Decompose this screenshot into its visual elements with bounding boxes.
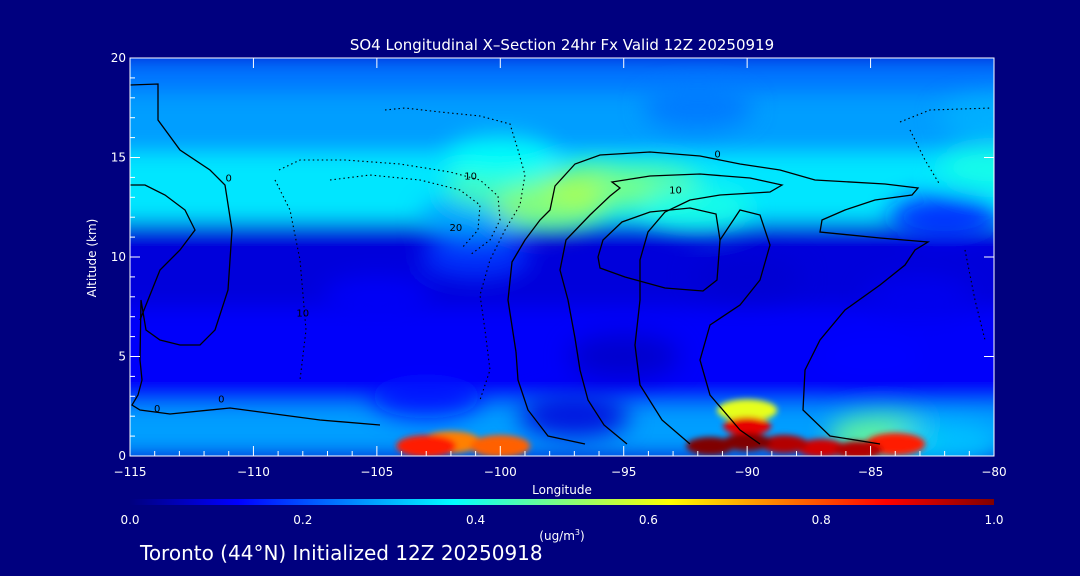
- colorbar-units-superscript: 3: [575, 528, 580, 537]
- contour-solid-west-inner: [130, 184, 196, 321]
- field-sample: [939, 95, 994, 140]
- field-sample: [321, 274, 432, 319]
- x-tick-label: −115: [114, 465, 147, 479]
- plot-area: 0 0 10 10 20 0 0 10: [130, 58, 994, 456]
- contour-solid-0-outer: [507, 151, 931, 445]
- field-sample: [445, 135, 556, 180]
- footer-caption: Toronto (44°N) Initialized 12Z 20250918: [140, 541, 543, 565]
- contour-dotted-left: [274, 179, 307, 381]
- contour-label: 10: [464, 171, 477, 182]
- x-tick-label: −80: [981, 465, 1006, 479]
- field-sample: [815, 334, 926, 379]
- x-axis-label: Longitude: [532, 483, 592, 497]
- contour-label: 0: [226, 173, 232, 184]
- contour-label: 0: [714, 150, 720, 161]
- colorbar-axis: 0.0 0.2 0.4 0.6 0.8 1.0: [120, 513, 1003, 527]
- field-hotspot: [760, 435, 809, 454]
- field-sample: [420, 235, 531, 279]
- contour-solid-20-lower: [699, 209, 771, 445]
- contour-label: 10: [296, 309, 309, 320]
- y-axis-label: Altitude (km): [85, 219, 99, 298]
- colorbar-tick-label: 1.0: [984, 513, 1003, 527]
- contour-label: 0: [218, 394, 224, 405]
- field-sample: [568, 334, 679, 379]
- y-tick-label: 20: [111, 51, 126, 65]
- contour-label: 10: [669, 185, 682, 196]
- colorbar: [130, 499, 994, 505]
- surface-hotspots: [396, 399, 926, 456]
- y-tick-label: 0: [118, 449, 126, 463]
- colorbar-tick-label: 0.2: [293, 513, 312, 527]
- y-tick-label: 15: [111, 151, 126, 165]
- contour-solid-west: [130, 83, 381, 426]
- field-sample: [642, 185, 753, 230]
- colorbar-tick-label: 0.4: [466, 513, 485, 527]
- contour-label: 20: [449, 223, 462, 234]
- x-tick-label: −100: [484, 465, 517, 479]
- contour-dotted: [274, 107, 993, 401]
- colorbar-tick-label: 0.6: [639, 513, 658, 527]
- contour-solid-10: [559, 173, 784, 445]
- x-axis: −115 −110 −105 −100 −95 −90 −85 −80: [114, 58, 1007, 479]
- x-tick-label: −105: [360, 465, 393, 479]
- contour-dotted-right: [899, 107, 993, 123]
- field-sample: [889, 195, 994, 240]
- contour-solid-0-left: [515, 351, 586, 445]
- field-sample: [642, 85, 753, 130]
- chart-title: SO4 Longitudinal X–Section 24hr Fx Valid…: [350, 36, 774, 54]
- contour-label: 0: [154, 404, 160, 415]
- contour-dotted-east: [964, 249, 986, 341]
- field-hotspot: [723, 417, 772, 436]
- field-band: [130, 222, 994, 307]
- contour-dotted-inner2: [329, 174, 481, 249]
- colorbar-units-text: (ug/m: [539, 529, 575, 543]
- field-hotspot: [396, 435, 457, 456]
- field-hotspot: [723, 433, 772, 452]
- field-sample: [519, 394, 630, 439]
- concentration-field: [321, 85, 994, 456]
- field-sample: [371, 374, 482, 419]
- field-band: [130, 58, 994, 93]
- y-tick-label: 10: [111, 250, 126, 264]
- field-hotspot: [470, 435, 531, 456]
- contour-dotted-west: [384, 107, 526, 401]
- contour-labels: 0 0 10 10 20 0 0 10: [154, 150, 721, 416]
- x-tick-label: −110: [237, 465, 270, 479]
- y-tick-label: 5: [118, 350, 126, 364]
- field-band: [130, 92, 994, 153]
- field-sample: [692, 254, 803, 299]
- x-tick-label: −90: [734, 465, 759, 479]
- field-hotspot: [686, 437, 735, 456]
- contour-lines: [130, 83, 931, 445]
- field-sample: [939, 145, 994, 190]
- x-tick-label: −95: [611, 465, 636, 479]
- colorbar-units-close: ): [580, 529, 585, 543]
- x-tick-label: −85: [858, 465, 883, 479]
- contour-dotted-inner1: [278, 159, 501, 256]
- colorbar-tick-label: 0.0: [120, 513, 139, 527]
- colorbar-units: (ug/m3): [539, 528, 584, 543]
- colorbar-tick-label: 0.8: [812, 513, 831, 527]
- y-axis: 0 5 10 15 20: [111, 51, 994, 463]
- field-hotspot: [797, 439, 846, 456]
- field-sample: [864, 274, 975, 319]
- field-hotspot: [717, 399, 778, 422]
